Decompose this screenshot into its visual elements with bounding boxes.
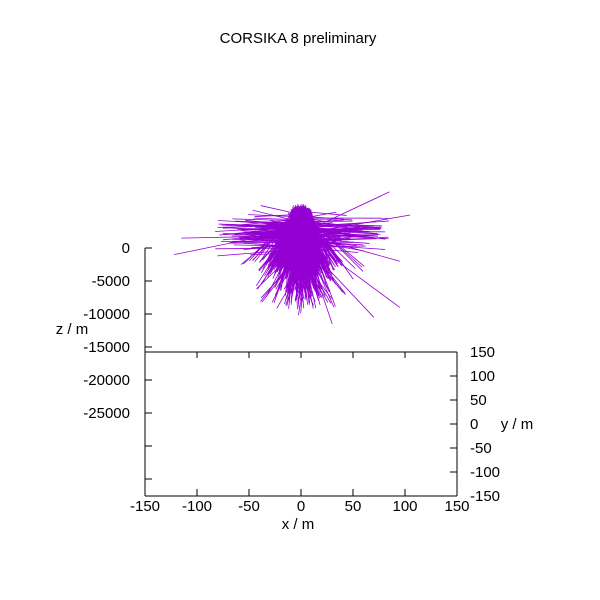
- z-tick-label: -25000: [83, 405, 130, 422]
- particle-track-outlier: [300, 233, 400, 262]
- particle-track: [260, 205, 297, 214]
- particle-track: [276, 243, 315, 309]
- particle-track-outlier: [174, 227, 303, 255]
- particle-track: [298, 241, 314, 309]
- x-tick-label: -100: [182, 498, 212, 515]
- z-axis-ticks: 0 -5000 -10000 -15000 -20000 -25000: [83, 240, 152, 480]
- y-tick-label: 100: [470, 368, 495, 385]
- particle-track: [220, 239, 301, 242]
- y-tick-label: 150: [470, 344, 495, 361]
- particle-track-outlier: [299, 227, 333, 325]
- particle-track: [301, 210, 347, 216]
- x-tick-label: 150: [444, 498, 469, 515]
- particle-track: [251, 227, 299, 232]
- particle-track: [300, 243, 306, 293]
- y-tick-label: 0: [470, 416, 478, 433]
- particle-track: [254, 213, 307, 217]
- y-tick-label: 50: [470, 392, 487, 409]
- z-tick-label: -15000: [83, 339, 130, 356]
- x-tick-label: 50: [345, 498, 362, 515]
- particle-track: [218, 223, 300, 228]
- particle-track: [271, 221, 301, 224]
- y-axis-label: y / m: [501, 416, 534, 433]
- particle-tracks: [174, 191, 411, 325]
- x-axis-ticks: -150 -100 -50 0 50 100 150: [130, 352, 470, 515]
- particle-track: [217, 248, 300, 257]
- x-tick-label: 0: [297, 498, 305, 515]
- particle-track: [316, 236, 337, 243]
- particle-track: [296, 236, 301, 292]
- particle-track: [280, 244, 293, 291]
- z-tick-label: -5000: [92, 273, 130, 290]
- particle-track: [245, 230, 301, 236]
- y-axis-ticks: 150 100 50 0 -50 -100 -150: [450, 344, 500, 505]
- particle-track: [295, 239, 346, 295]
- particle-track-outlier: [181, 235, 300, 239]
- particle-track: [237, 218, 301, 226]
- particle-track: [296, 246, 332, 304]
- z-axis-label: z / m: [56, 321, 89, 338]
- x-tick-label: 100: [392, 498, 417, 515]
- particle-track: [222, 225, 293, 228]
- x-axis-label: x / m: [282, 516, 315, 533]
- z-tick-label: 0: [122, 240, 130, 257]
- particle-track: [292, 238, 301, 298]
- y-tick-label: -150: [470, 488, 500, 505]
- z-tick-label: -20000: [83, 372, 130, 389]
- particle-track: [296, 221, 379, 229]
- particle-track: [308, 234, 336, 307]
- particle-track: [318, 236, 342, 240]
- particle-track: [300, 239, 320, 296]
- particle-track: [247, 238, 302, 240]
- particle-track: [311, 228, 369, 231]
- particle-track: [284, 244, 304, 303]
- x-tick-label: -50: [238, 498, 260, 515]
- y-tick-label: -100: [470, 464, 500, 481]
- chart-title: CORSIKA 8 preliminary: [220, 30, 377, 47]
- particle-track: [300, 238, 377, 242]
- particle-track: [306, 244, 346, 294]
- particle-track: [290, 241, 295, 305]
- particle-track-outlier: [298, 232, 401, 308]
- particle-track: [305, 226, 336, 232]
- z-tick-label: -10000: [83, 306, 130, 323]
- particle-track: [250, 231, 298, 235]
- particle-track-outlier: [300, 214, 411, 235]
- particle-track: [232, 218, 307, 222]
- y-tick-label: -50: [470, 440, 492, 457]
- particle-track-outlier: [302, 191, 390, 234]
- particle-track: [295, 211, 337, 220]
- particle-track: [228, 242, 293, 244]
- x-tick-label: -150: [130, 498, 160, 515]
